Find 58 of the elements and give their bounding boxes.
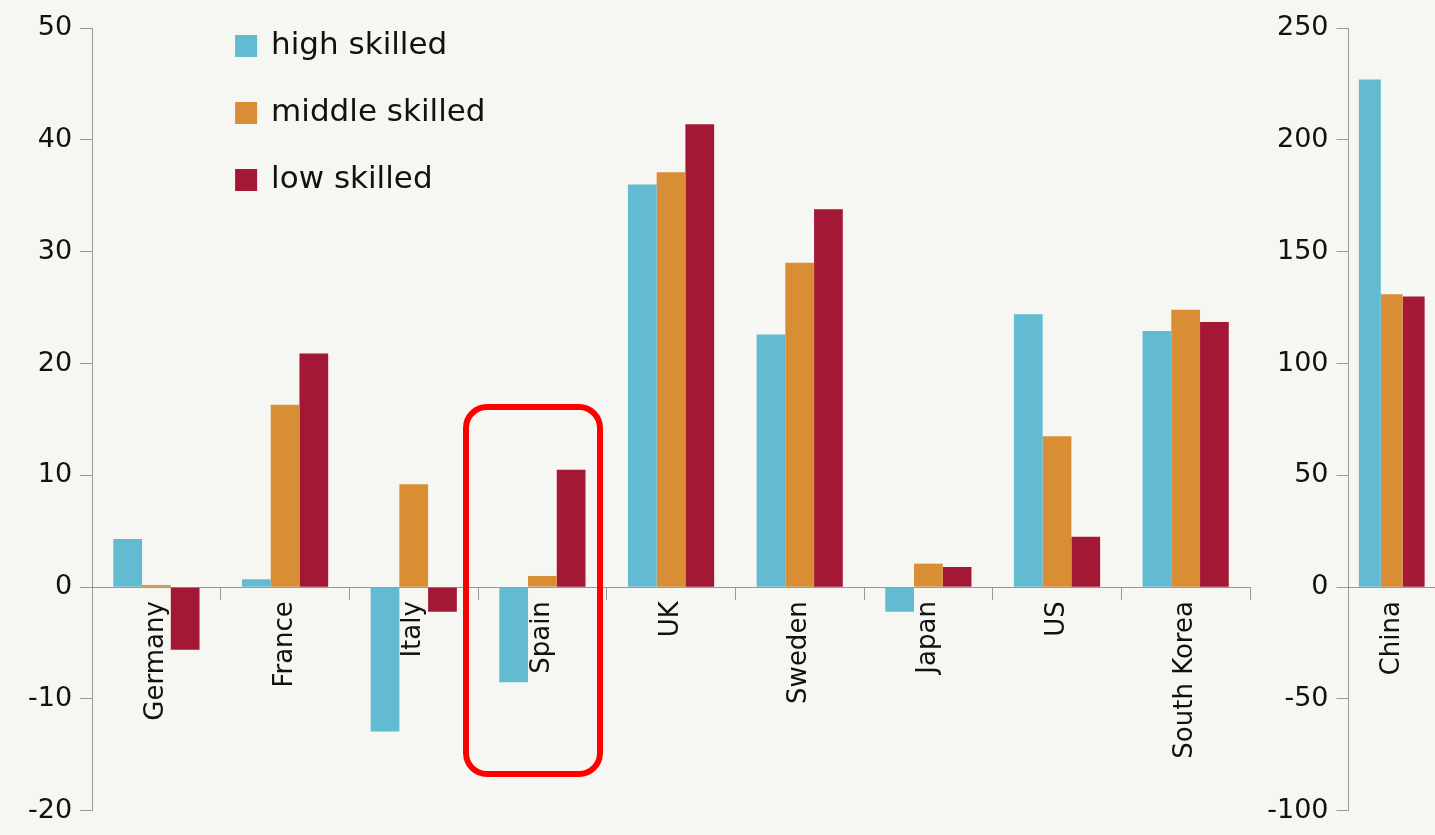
y-tick-label: 200 [1276,121,1329,153]
x-tick-label: Spain [525,601,556,674]
bar [170,587,200,650]
bar [499,587,529,683]
bar [1200,322,1229,587]
y-tick-label: 50 [1294,457,1329,489]
bar [814,209,843,587]
x-tick-label: US [1039,601,1070,637]
bar [1380,294,1403,587]
y-tick-label: -50 [1284,680,1329,712]
y-tick-label: -100 [1267,792,1329,824]
bar [913,563,943,587]
y-tick-label: 50 [37,10,73,42]
bar [1042,436,1072,587]
bar [1402,296,1425,587]
bar [241,579,271,587]
bar [1358,79,1381,587]
legend-label: low skilled [271,159,433,196]
bar [299,353,329,587]
x-tick-label: France [267,601,298,688]
y-tick-label: -20 [27,792,73,824]
y-tick-label: 250 [1276,10,1329,42]
bar [756,334,786,587]
y-tick-label: 0 [54,569,73,601]
bar [556,469,586,587]
bar [528,575,557,587]
y-tick-label: 150 [1276,233,1329,265]
x-tick-label: Italy [396,601,427,658]
bar [1071,536,1101,587]
x-tick-label: UK [653,600,684,638]
bar [1013,314,1043,587]
legend-label: middle skilled [271,92,486,129]
bar [785,262,815,587]
x-tick-label: Japan [911,601,942,676]
bar [428,587,457,612]
bar [942,567,972,587]
x-tick-label: Sweden [782,601,813,704]
y-tick-label: 10 [37,457,73,489]
bar [685,124,715,587]
bar [1142,331,1172,587]
bar [656,172,686,587]
y-tick-label: 30 [37,233,73,265]
y-tick-label: 100 [1276,345,1329,377]
x-tick-label: South Korea [1168,601,1199,759]
y-tick-label: 0 [1311,569,1329,601]
x-tick-label: Germany [139,601,170,721]
bar [1171,309,1201,587]
bar [885,587,914,612]
bar [399,484,429,587]
legend-label: high skilled [271,25,448,62]
bar [113,539,143,587]
y-tick-label: -10 [27,680,73,712]
bar [370,587,400,732]
bar [270,404,300,587]
y-tick-label: 20 [37,345,73,377]
bar [627,184,657,587]
y-tick-label: 40 [37,121,73,153]
x-tick-label: China [1374,601,1405,676]
